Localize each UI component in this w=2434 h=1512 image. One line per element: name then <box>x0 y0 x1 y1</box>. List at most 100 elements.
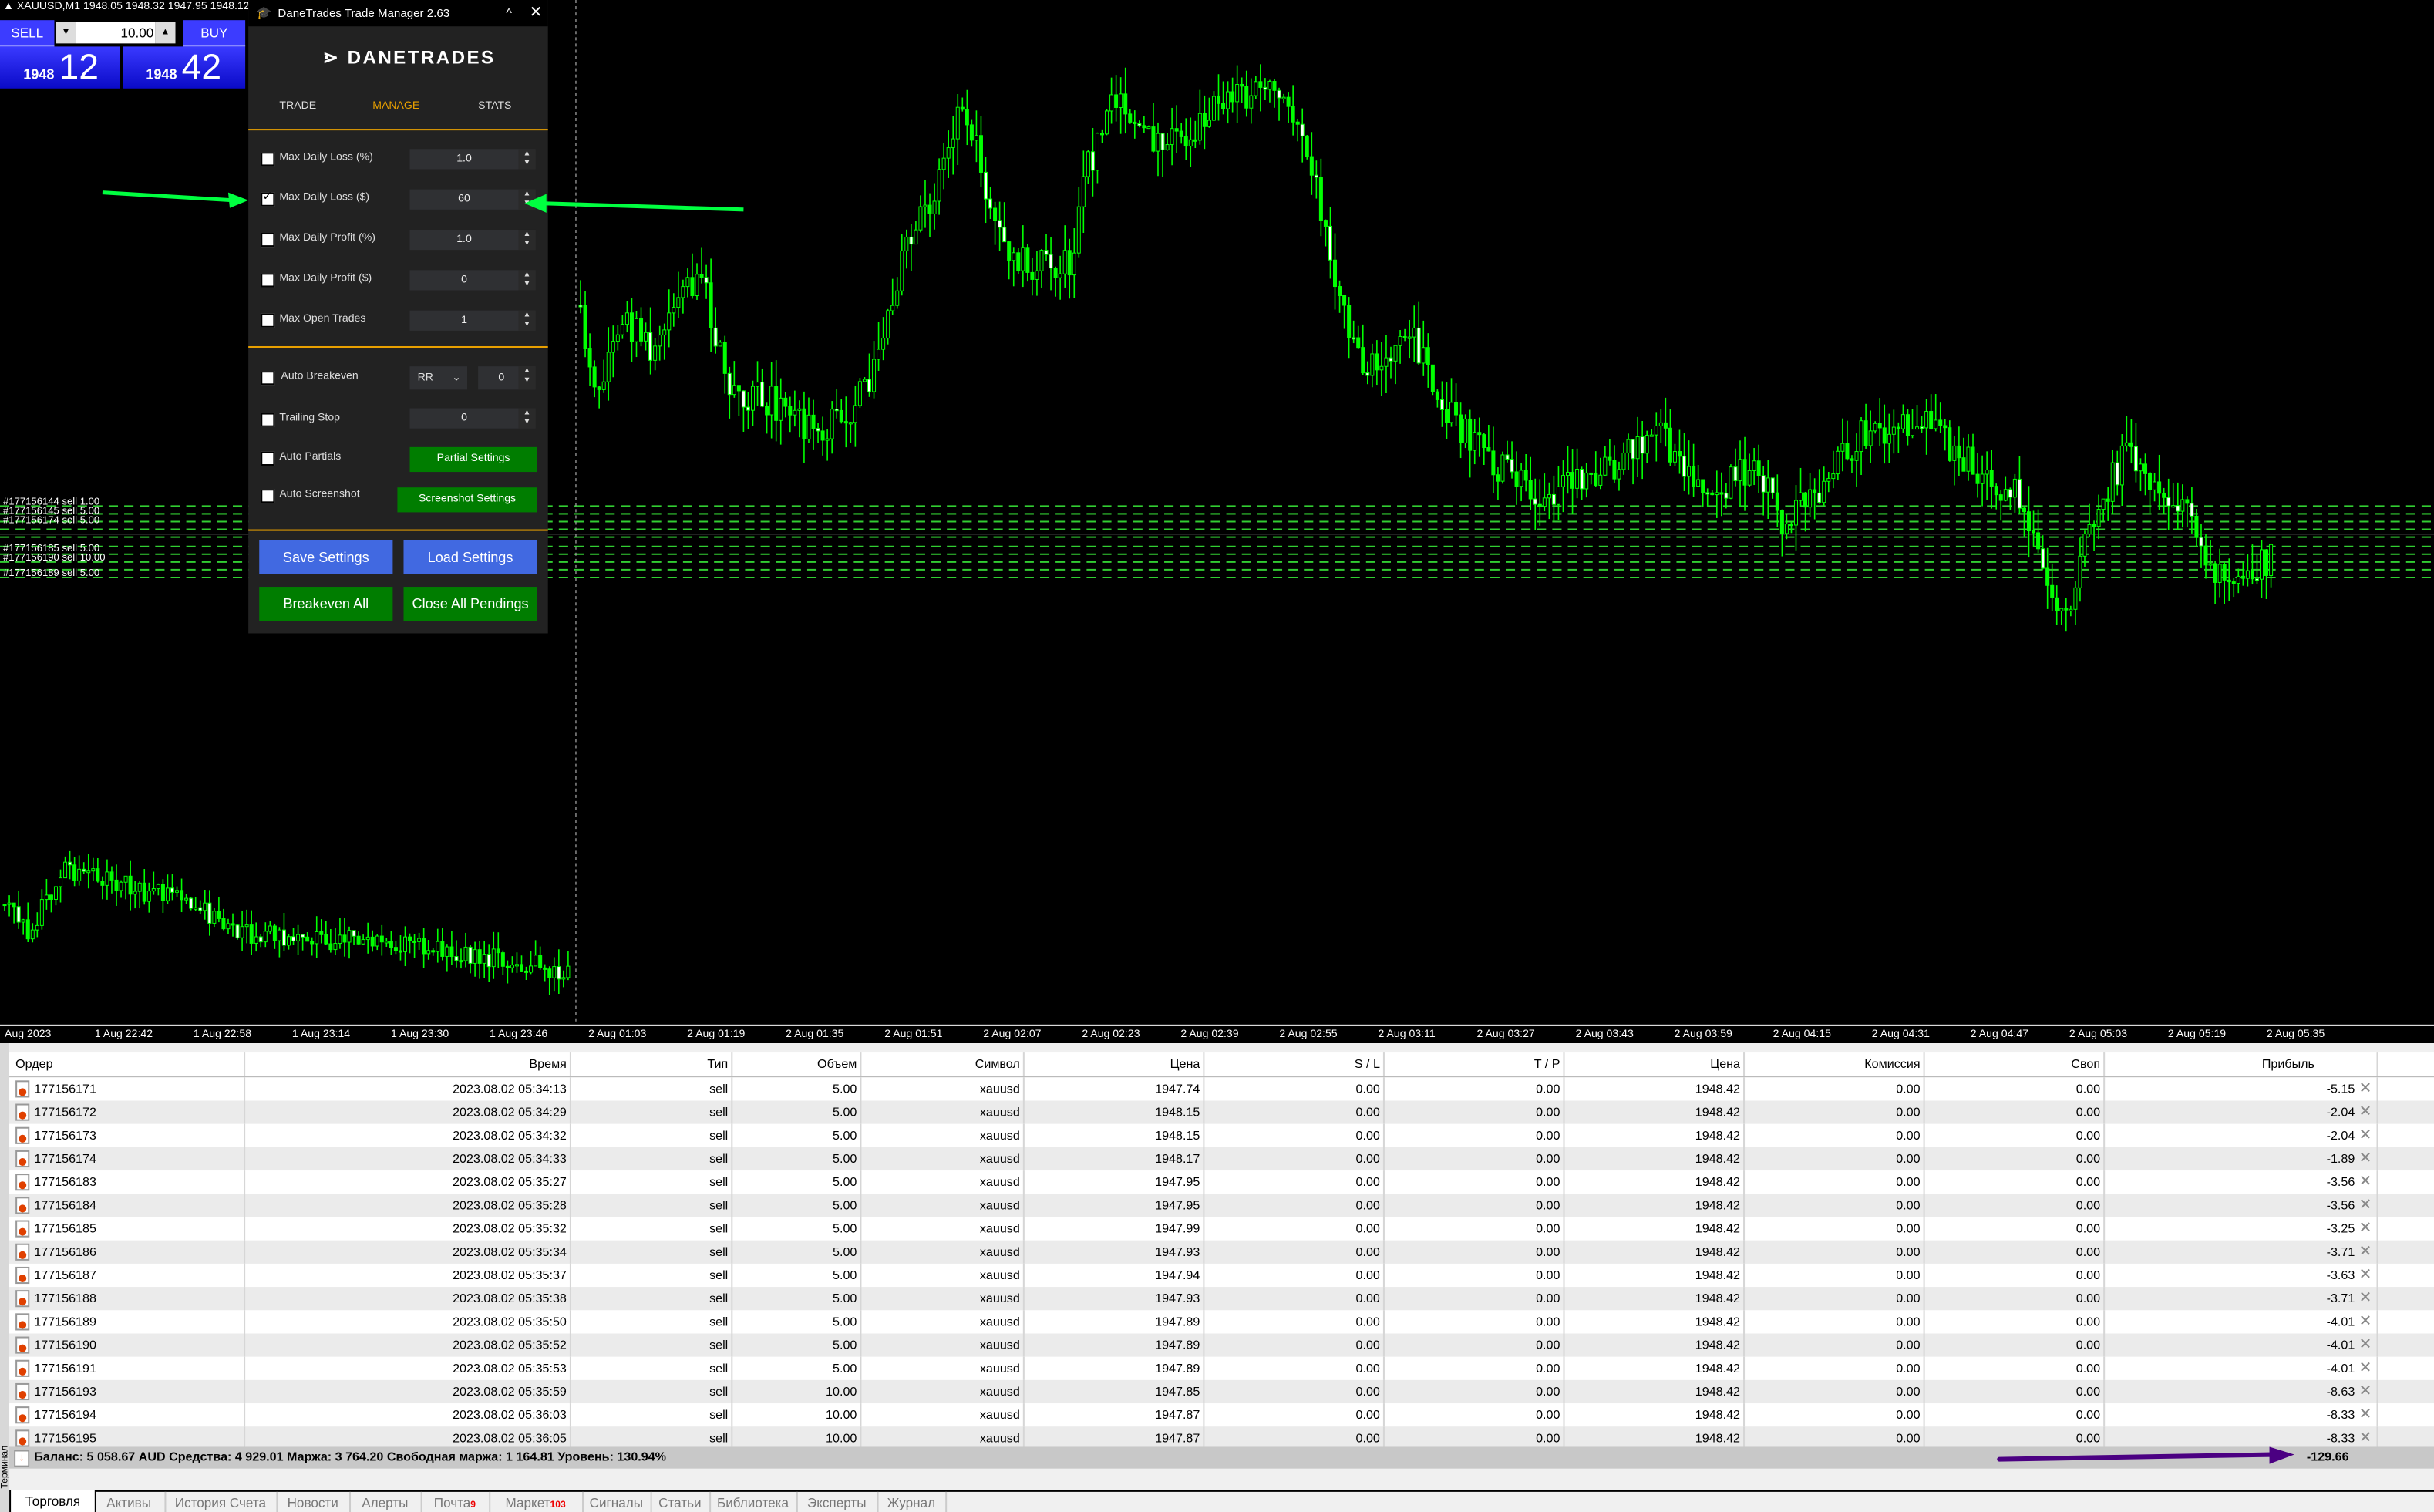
terminal-tab[interactable]: Библиотека <box>709 1491 798 1512</box>
save-settings-button[interactable]: Save Settings <box>259 540 393 574</box>
stepper-arrows-icon[interactable]: ▲▼ <box>518 229 536 251</box>
table-row[interactable]: 177156187 2023.08.02 05:35:37 sell 5.00 xauu… <box>9 1263 2434 1288</box>
close-order-icon[interactable]: ✕ <box>2358 1243 2372 1261</box>
terminal-side-strip[interactable]: Терминал <box>0 1042 11 1512</box>
close-order-icon[interactable]: ✕ <box>2358 1336 2372 1354</box>
setting-checkbox[interactable]: ✓ <box>261 190 275 207</box>
setting-checkbox[interactable] <box>261 152 275 167</box>
load-settings-button[interactable]: Load Settings <box>403 540 537 574</box>
terminal-tab[interactable]: Почта9 <box>421 1491 491 1512</box>
column-header-symbol[interactable]: Символ <box>861 1052 1025 1076</box>
breakeven-value-stepper[interactable]: 0 ▲ ▼ <box>478 366 536 390</box>
table-row[interactable]: 177156190 2023.08.02 05:35:52 sell 5.00 xauu… <box>9 1333 2434 1357</box>
table-row[interactable]: 177156188 2023.08.02 05:35:38 sell 5.00 xauu… <box>9 1287 2434 1311</box>
close-order-icon[interactable]: ✕ <box>2358 1080 2372 1098</box>
terminal-tab[interactable]: Эксперты <box>796 1491 879 1512</box>
column-header-time[interactable]: Время <box>245 1052 571 1076</box>
breakeven-all-button[interactable]: Breakeven All <box>259 587 393 621</box>
table-row[interactable]: 177156173 2023.08.02 05:34:32 sell 5.00 xauu… <box>9 1123 2434 1147</box>
breakeven-mode-select[interactable]: RR ⌄ <box>409 366 468 390</box>
buy-button[interactable]: BUY <box>183 20 246 47</box>
table-row[interactable]: 177156172 2023.08.02 05:34:29 sell 5.00 xauu… <box>9 1100 2434 1124</box>
close-icon[interactable]: ✕ <box>529 5 543 22</box>
close-order-icon[interactable]: ✕ <box>2358 1429 2372 1447</box>
sell-price[interactable]: 1948 12 <box>0 46 120 89</box>
column-header-type[interactable]: Тип <box>571 1052 733 1076</box>
tab-manage[interactable]: MANAGE <box>372 100 420 112</box>
column-header-price[interactable]: Цена <box>1564 1052 1746 1076</box>
setting-stepper[interactable]: 0 ▲ ▼ <box>409 270 536 291</box>
close-order-icon[interactable]: ✕ <box>2358 1382 2372 1401</box>
close-order-icon[interactable]: ✕ <box>2358 1103 2372 1121</box>
close-order-icon[interactable]: ✕ <box>2358 1174 2372 1191</box>
table-row[interactable]: 177156194 2023.08.02 05:36:03 sell 10.00 xau… <box>9 1403 2434 1427</box>
close-all-pendings-button[interactable]: Close All Pendings <box>403 587 537 621</box>
table-row[interactable]: 177156189 2023.08.02 05:35:50 sell 5.00 xauu… <box>9 1310 2434 1334</box>
tab-stats[interactable]: STATS <box>478 100 512 112</box>
terminal-tab[interactable]: Алерты <box>349 1491 422 1512</box>
lot-increase-icon[interactable]: ▲ <box>155 22 176 44</box>
close-order-icon[interactable]: ✕ <box>2358 1359 2372 1377</box>
lot-stepper[interactable]: ▼ 10.00 ▲ <box>56 22 264 44</box>
sell-button[interactable]: SELL <box>0 20 55 47</box>
table-row[interactable]: 177156183 2023.08.02 05:35:27 sell 5.00 xauu… <box>9 1170 2434 1194</box>
setting-stepper[interactable]: 1.0 ▲ ▼ <box>409 229 536 251</box>
table-row[interactable]: 177156193 2023.08.02 05:35:59 sell 10.00 xau… <box>9 1379 2434 1404</box>
column-header-profit[interactable]: Прибыль <box>2105 1052 2378 1076</box>
terminal-tab[interactable]: Сигналы <box>582 1491 652 1512</box>
setting-checkbox[interactable] <box>261 233 275 248</box>
column-header-sl[interactable]: S / L <box>1204 1052 1385 1076</box>
close-order-icon[interactable]: ✕ <box>2358 1266 2372 1285</box>
stepper-arrows-icon[interactable]: ▲▼ <box>518 408 536 429</box>
column-header-commission[interactable]: Комиссия <box>1745 1052 1925 1076</box>
buy-price[interactable]: 1948 42 <box>123 46 246 89</box>
panel-titlebar[interactable]: 🎓 DaneTrades Trade Manager 2.63 ^ ✕ <box>248 0 548 27</box>
table-row[interactable]: 177156184 2023.08.02 05:35:28 sell 5.00 xauu… <box>9 1194 2434 1217</box>
stepper-arrows-icon[interactable]: ▲▼ <box>518 366 536 390</box>
column-header-volume[interactable]: Объем <box>732 1052 862 1076</box>
minimize-icon[interactable]: ^ <box>506 6 512 21</box>
column-header-open-price[interactable]: Цена <box>1025 1052 1205 1076</box>
lot-decrease-icon[interactable]: ▼ <box>56 22 76 44</box>
stepper-arrows-icon[interactable]: ▲▼ <box>518 310 536 331</box>
stepper-arrows-icon[interactable]: ▲▼ <box>518 270 536 291</box>
table-row[interactable]: 177156174 2023.08.02 05:34:33 sell 5.00 xauu… <box>9 1147 2434 1171</box>
column-header-tp[interactable]: T / P <box>1385 1052 1565 1076</box>
setting-checkbox[interactable] <box>261 313 275 328</box>
close-order-icon[interactable]: ✕ <box>2358 1197 2372 1214</box>
stepper-arrows-icon[interactable]: ▲▼ <box>518 149 536 170</box>
table-row[interactable]: 177156186 2023.08.02 05:35:34 sell 5.00 xauu… <box>9 1240 2434 1264</box>
terminal-tab[interactable]: Новости <box>276 1491 352 1512</box>
terminal-tab[interactable]: Маркет103 <box>489 1491 584 1512</box>
close-order-icon[interactable]: ✕ <box>2358 1150 2372 1168</box>
trailing-stop-checkbox[interactable] <box>261 413 275 427</box>
terminal-tab[interactable]: Статьи <box>651 1491 712 1512</box>
terminal-tab[interactable]: История Счета <box>164 1491 278 1512</box>
screenshot-settings-button[interactable]: Screenshot Settings <box>397 487 537 513</box>
setting-stepper[interactable]: 1.0 ▲ ▼ <box>409 149 536 170</box>
price-chart[interactable]: #177156144 sell 1.00 #177156145 sell 5.00… <box>0 0 2434 1025</box>
auto-screenshot-checkbox[interactable] <box>261 489 275 503</box>
setting-stepper[interactable]: 1 ▲ ▼ <box>409 310 536 331</box>
table-row[interactable]: 177156195 2023.08.02 05:36:05 sell 10.00 xau… <box>9 1426 2434 1450</box>
table-row[interactable]: 177156171 2023.08.02 05:34:13 sell 5.00 xauu… <box>9 1077 2434 1101</box>
setting-stepper[interactable]: 60▲▼ <box>409 189 536 210</box>
column-header-swap[interactable]: Своп <box>1925 1052 2106 1076</box>
tab-trade[interactable]: TRADE <box>279 100 317 112</box>
close-order-icon[interactable]: ✕ <box>2358 1126 2372 1144</box>
table-row[interactable]: 177156185 2023.08.02 05:35:32 sell 5.00 xauu… <box>9 1217 2434 1241</box>
table-row[interactable]: 177156191 2023.08.02 05:35:53 sell 5.00 xauu… <box>9 1356 2434 1380</box>
column-header-order[interactable]: Ордер <box>9 1052 246 1076</box>
auto-breakeven-checkbox[interactable] <box>261 371 275 386</box>
close-order-icon[interactable]: ✕ <box>2358 1406 2372 1424</box>
trailing-stop-stepper[interactable]: 0 ▲ ▼ <box>409 408 536 429</box>
terminal-tab[interactable]: Активы <box>93 1491 167 1512</box>
close-order-icon[interactable]: ✕ <box>2358 1220 2372 1238</box>
auto-partials-checkbox[interactable] <box>261 451 275 466</box>
setting-checkbox[interactable] <box>261 273 275 288</box>
terminal-tab[interactable]: Торговля <box>9 1490 96 1512</box>
terminal-tab[interactable]: Журнал <box>877 1491 948 1512</box>
close-order-icon[interactable]: ✕ <box>2358 1313 2372 1331</box>
partial-settings-button[interactable]: Partial Settings <box>409 446 537 473</box>
lot-input[interactable]: 10.00 <box>76 22 156 44</box>
